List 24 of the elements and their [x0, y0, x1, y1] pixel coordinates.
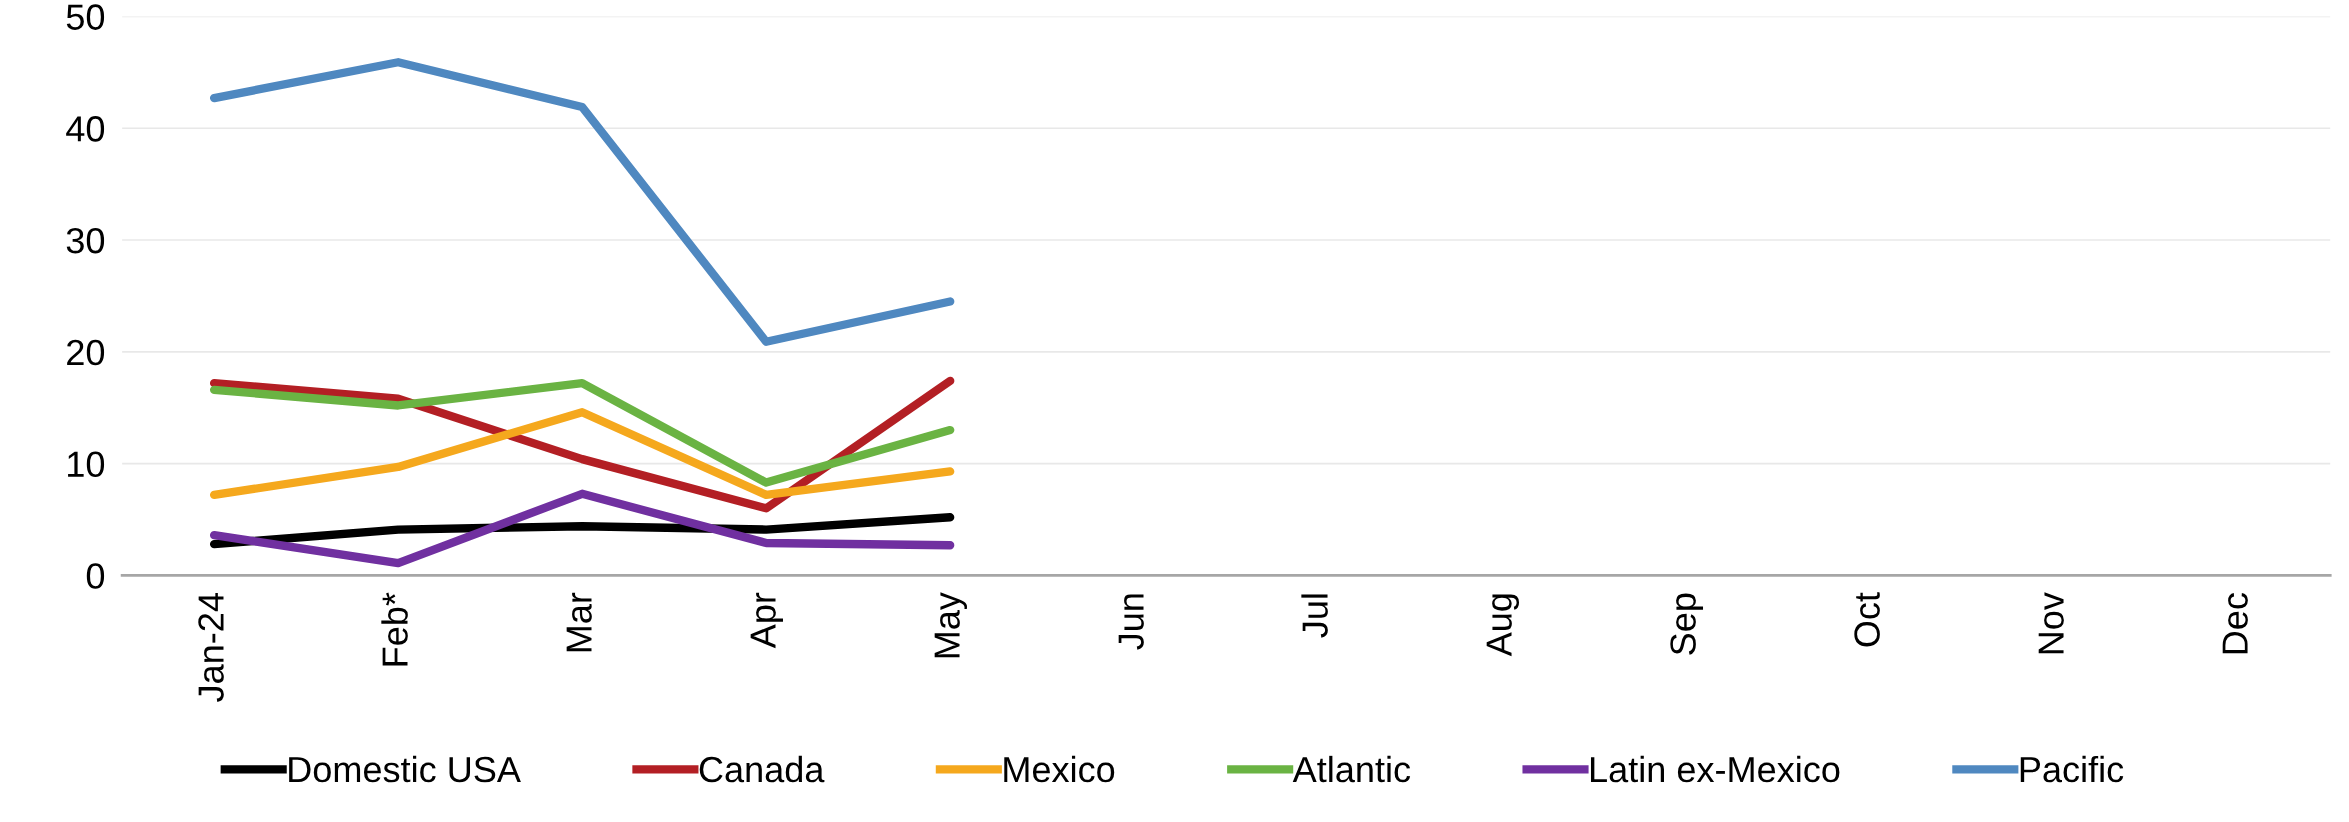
x-tick-label: May [934, 592, 967, 658]
y-tick-label: 0 [86, 563, 105, 589]
x-tick-label: Mar [566, 592, 592, 652]
x-tick-label: Sep [1670, 593, 1704, 655]
x-tick-label: Oct [1854, 592, 1880, 647]
legend-label: Mexico [1004, 755, 1115, 783]
legend-label: Latin ex-Mexico [1590, 755, 1840, 783]
x-tick-label: Jan-24 [198, 593, 224, 702]
y-tick-label: 30 [66, 227, 105, 254]
x-tick-label: Dec [2222, 593, 2248, 654]
legend-label: Domestic USA [289, 755, 521, 783]
x-tick-label: Jun [1118, 594, 1144, 650]
y-tick-label: 20 [67, 339, 105, 366]
legend-label: Canada [699, 755, 825, 783]
x-tick-label: Aug [1486, 594, 1520, 657]
x-tick-label: Nov [2038, 592, 2064, 654]
x-tick-label: Jul [1301, 594, 1328, 638]
x-tick-label: Apr [750, 592, 783, 649]
y-tick-label: 40 [66, 116, 105, 142]
y-tick-label: 10 [68, 451, 105, 478]
y-tick-label: 50 [66, 4, 105, 30]
legend-label: Atlantic [1292, 755, 1411, 783]
x-tick-label: Feb* [381, 592, 408, 666]
legend-label: Pacific [2020, 755, 2124, 783]
